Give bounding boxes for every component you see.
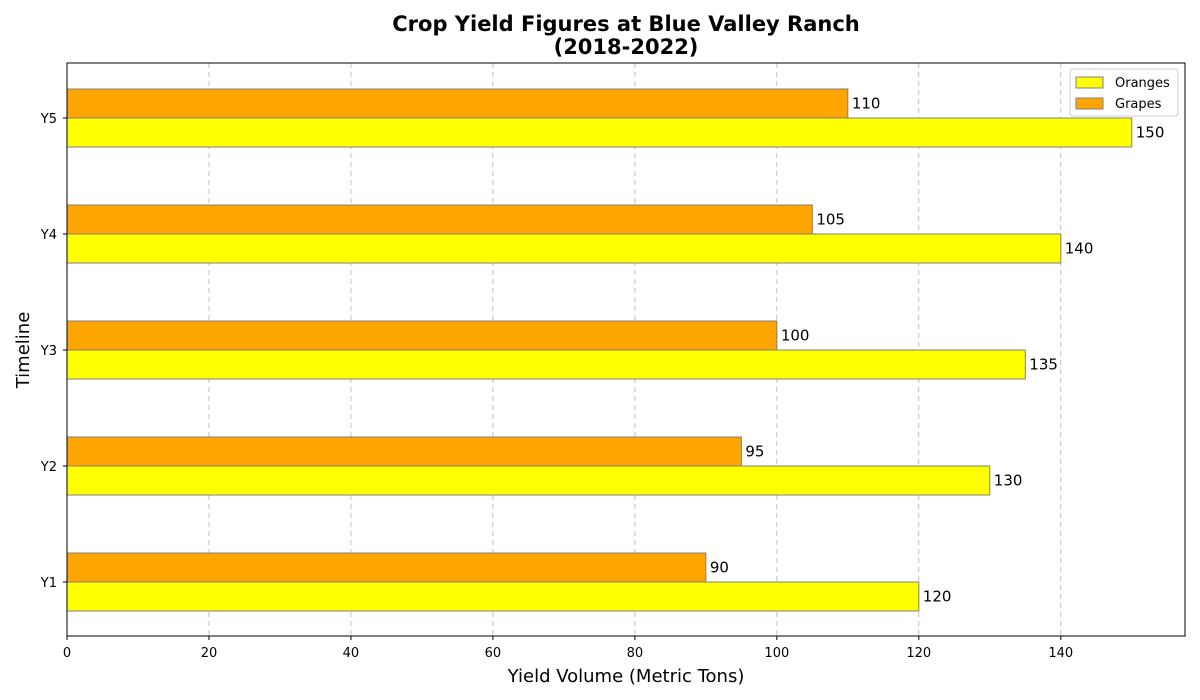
x-axis-label: Yield Volume (Metric Tons) (507, 666, 745, 687)
grid (208, 63, 1062, 636)
y-tick-label-y2: Y2 (40, 460, 57, 475)
data-label-grapes-y1: 90 (710, 559, 729, 577)
data-label-grapes-y3: 100 (781, 327, 810, 345)
bar-grapes-y2 (66, 436, 742, 467)
data-label-grapes-y2: 95 (745, 443, 764, 461)
legend-swatch-grapes (1075, 97, 1104, 110)
data-label-grapes-y5: 110 (852, 95, 881, 113)
bar-grapes-y5 (66, 88, 849, 119)
bar-grapes-y1 (66, 552, 707, 583)
data-label-oranges-y3: 135 (1029, 356, 1058, 374)
legend-label-oranges: Oranges (1115, 76, 1170, 91)
legend: Oranges Grapes (1069, 68, 1179, 117)
x-tick-label-0: 0 (63, 646, 71, 661)
y-axis-label: Timeline (13, 312, 34, 390)
x-tick-label-20: 20 (201, 646, 218, 661)
y-tick-label-y4: Y4 (40, 228, 57, 243)
y-tick-label-y5: Y5 (40, 112, 57, 127)
data-label-oranges-y1: 120 (923, 588, 952, 606)
y-tick-label-y3: Y3 (40, 344, 57, 359)
x-tick-label-140: 140 (1048, 646, 1073, 661)
bar-oranges-y5 (66, 117, 1133, 148)
x-tick-label-120: 120 (906, 646, 931, 661)
x-tick-label-100: 100 (764, 646, 789, 661)
bar-oranges-y3 (66, 349, 1026, 380)
x-tick-label-80: 80 (627, 646, 644, 661)
data-label-grapes-y4: 105 (816, 211, 845, 229)
chart-title: Crop Yield Figures at Blue Valley Ranch (392, 12, 860, 36)
data-label-oranges-y2: 130 (994, 472, 1023, 490)
legend-label-grapes: Grapes (1115, 97, 1162, 112)
data-label-oranges-y4: 140 (1065, 240, 1094, 258)
data-labels: 120 90 130 95 135 100 140 105 150 110 (710, 95, 1165, 606)
data-label-oranges-y5: 150 (1136, 124, 1165, 142)
y-tick-label-y1: Y1 (40, 576, 57, 591)
x-tick-label-40: 40 (343, 646, 360, 661)
bar-oranges-y1 (66, 581, 920, 612)
bar-grapes-y4 (66, 204, 813, 235)
chart-subtitle: (2018-2022) (554, 35, 699, 59)
bar-oranges-y2 (66, 465, 991, 496)
bar-oranges-y4 (66, 233, 1062, 264)
x-tick-label-60: 60 (485, 646, 502, 661)
legend-swatch-oranges (1075, 76, 1104, 89)
bars (66, 88, 1133, 612)
axes: 0 20 40 60 80 100 120 140 Y1 Y2 Y3 Y4 Y5 (40, 62, 1186, 661)
bar-grapes-y3 (66, 320, 778, 351)
